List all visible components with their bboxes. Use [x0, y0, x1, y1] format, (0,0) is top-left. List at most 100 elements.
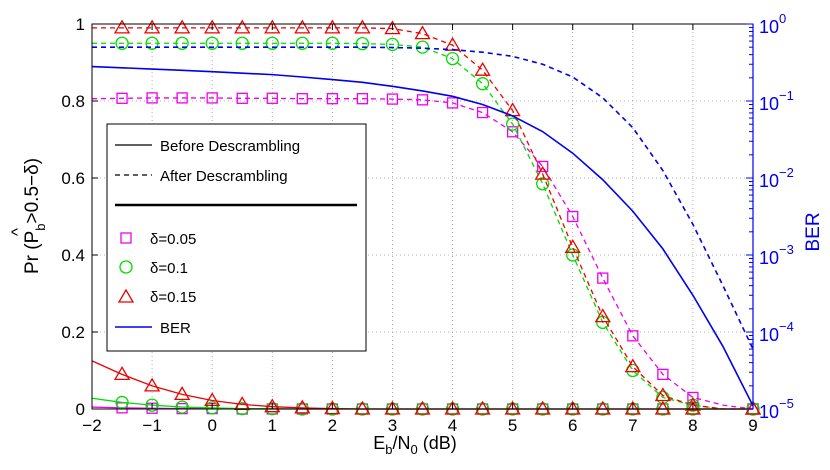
square-marker [206, 92, 218, 104]
legend-square-marker [120, 232, 132, 244]
circle-marker [475, 77, 490, 91]
circle-marker [115, 36, 129, 50]
triangle-marker [174, 386, 191, 401]
circle-marker [566, 248, 580, 262]
triangle-marker [414, 400, 431, 415]
triangle-marker [564, 239, 581, 253]
square-marker [597, 272, 609, 284]
y-tick-label-left: 0 [76, 400, 85, 419]
triangle-marker [474, 61, 491, 76]
triangle-marker [264, 19, 281, 34]
triangle-marker [594, 400, 611, 415]
y-axis-label-right: BER [803, 212, 824, 251]
circle-marker [145, 36, 159, 50]
square-marker [326, 93, 339, 105]
square-marker [657, 368, 669, 381]
x-tick-label: 3 [388, 416, 397, 435]
triangle-marker [384, 400, 401, 415]
square-marker [176, 92, 188, 104]
x-tick-label: 6 [568, 416, 577, 435]
series-ber-before-descrambling [91, 65, 754, 407]
triangle-marker [294, 399, 311, 414]
circle-marker [115, 395, 129, 410]
legend-label-before: Before Descrambling [160, 138, 300, 155]
triangle-marker [143, 19, 161, 34]
x-tick-label: 0 [207, 416, 216, 435]
square-marker [627, 330, 639, 342]
x-tick-label: −2 [82, 416, 101, 435]
triangle-marker [113, 366, 131, 381]
legend-label-delta-005: δ=0.05 [150, 231, 196, 248]
triangle-marker [354, 400, 371, 415]
triangle-marker [564, 400, 581, 415]
x-tick-label: 7 [628, 416, 637, 435]
triangle-marker [324, 19, 341, 34]
circle-marker [295, 36, 309, 50]
square-marker [356, 93, 369, 105]
square-marker [296, 93, 308, 105]
series-line [92, 27, 753, 410]
circle-marker [505, 117, 520, 131]
triangle-marker [654, 387, 671, 402]
triangle-marker [624, 400, 641, 415]
triangle-marker [414, 25, 431, 40]
square-marker [236, 92, 248, 104]
legend-triangle-marker [117, 288, 135, 303]
x-tick-label: 1 [268, 416, 277, 435]
circle-marker [205, 36, 219, 50]
triangle-marker [354, 19, 371, 34]
triangle-marker [143, 377, 161, 392]
series-line [91, 97, 754, 410]
triangle-marker [534, 165, 551, 180]
x-tick-label: 5 [508, 416, 517, 435]
square-marker [416, 94, 429, 106]
triangle-marker [504, 400, 521, 415]
circle-marker [175, 36, 189, 50]
triangle-marker [744, 400, 762, 415]
triangle-marker [174, 19, 191, 34]
series-line [92, 42, 753, 410]
y-tick-label-left: 0.6 [61, 169, 85, 188]
triangle-marker [324, 400, 341, 415]
legend-label-after: After Descrambling [160, 168, 288, 185]
square-marker [146, 92, 158, 104]
circle-marker [355, 36, 370, 51]
legend-box [106, 123, 367, 352]
square-marker [476, 106, 489, 119]
legend-label-delta-015: δ=0.15 [150, 289, 196, 306]
triangle-marker [234, 19, 251, 34]
square-marker [567, 210, 579, 223]
triangle-marker [204, 19, 221, 34]
legend-label-delta-01: δ=0.1 [150, 260, 188, 277]
triangle-marker [294, 19, 311, 34]
series-ber-after-descrambling [92, 46, 754, 350]
circle-marker [415, 40, 430, 54]
circle-marker [145, 398, 159, 412]
triangle-marker [594, 308, 611, 323]
x-tick-label: −1 [142, 416, 161, 435]
series-line [91, 65, 754, 407]
triangle-marker [444, 400, 461, 415]
triangle-marker [624, 358, 641, 373]
series-delta-0-05-after-descrambling [91, 92, 759, 415]
square-marker [537, 160, 549, 173]
triangle-marker [384, 20, 401, 35]
y-tick-label-left: 1 [76, 15, 85, 34]
triangle-marker [534, 400, 551, 415]
x-tick-label: 9 [748, 416, 757, 435]
x-tick-label: 4 [448, 416, 457, 435]
square-marker [116, 92, 128, 104]
triangle-marker [654, 400, 671, 415]
y-axis-label-hat: ^ [8, 228, 27, 236]
square-marker [386, 93, 399, 105]
circle-marker [385, 37, 400, 52]
circle-marker [445, 52, 460, 66]
square-marker [446, 97, 459, 109]
y-tick-label-left: 0.8 [61, 92, 85, 111]
legend-circle-marker [119, 260, 133, 274]
legend: Before Descrambling After Descrambling δ… [106, 123, 367, 352]
y-tick-label-left: 0.2 [61, 323, 85, 342]
x-tick-label: 2 [328, 416, 337, 435]
triangle-marker [113, 19, 131, 34]
